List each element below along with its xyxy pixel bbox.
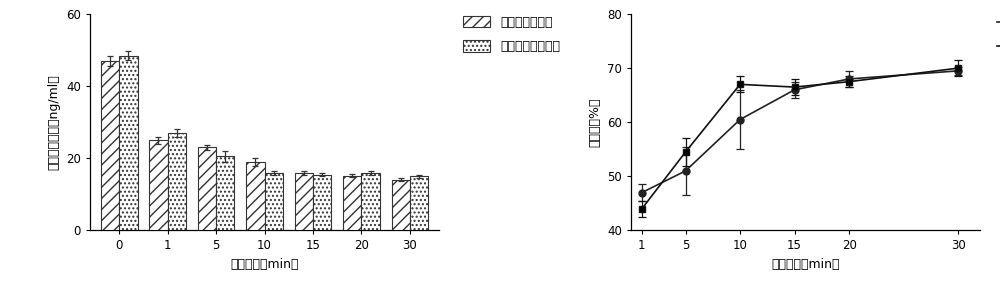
Bar xyxy=(149,140,168,230)
Bar xyxy=(392,180,410,230)
Legend: 核黄素光动力组, 金丝桃素光动力组: 核黄素光动力组, 金丝桃素光动力组 xyxy=(463,16,560,53)
Bar xyxy=(343,176,361,230)
Legend: 核黄素光动力组, 金丝桃素光动力组: 核黄素光动力组, 金丝桃素光动力组 xyxy=(997,16,1000,53)
Bar xyxy=(361,173,380,230)
X-axis label: 光照时间（min）: 光照时间（min） xyxy=(771,258,840,271)
Y-axis label: 多环芳烃浓度（ng/ml）: 多环芳烃浓度（ng/ml） xyxy=(48,74,61,170)
Bar xyxy=(295,173,313,230)
Bar xyxy=(101,61,119,230)
Bar xyxy=(410,176,428,230)
Bar xyxy=(313,175,331,230)
Y-axis label: 降解率（%）: 降解率（%） xyxy=(589,98,602,147)
Bar xyxy=(265,173,283,230)
Bar xyxy=(246,162,265,230)
Bar xyxy=(198,148,216,230)
Bar xyxy=(119,56,138,230)
Bar xyxy=(216,157,234,230)
X-axis label: 光照时间（min）: 光照时间（min） xyxy=(230,258,299,271)
Bar xyxy=(168,133,186,230)
